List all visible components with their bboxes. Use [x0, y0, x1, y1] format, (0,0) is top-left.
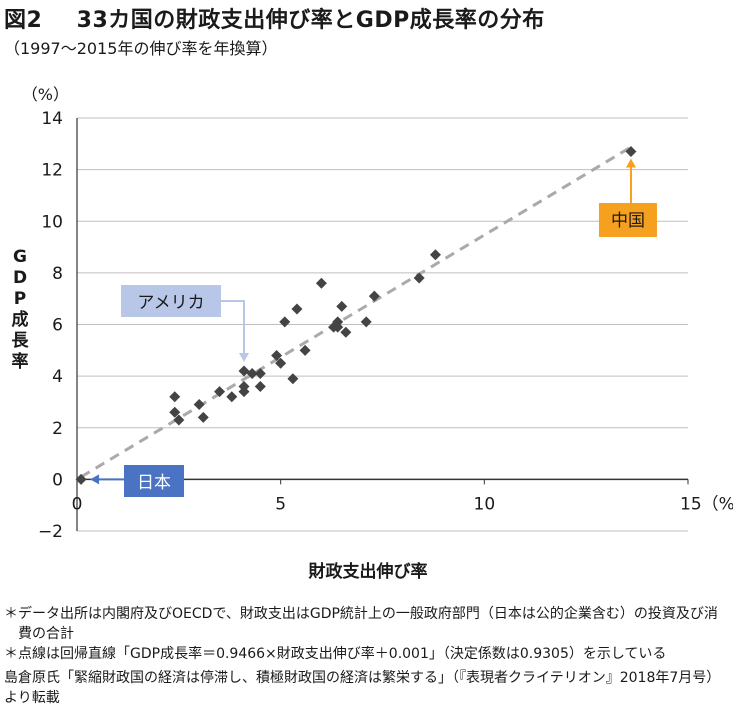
data-point [340, 326, 352, 338]
data-point [197, 411, 209, 423]
data-point [169, 406, 181, 418]
title-text: 33カ国の財政支出伸び率とGDP成長率の分布 [76, 8, 545, 33]
data-point [279, 316, 291, 328]
data-point [360, 316, 372, 328]
y-tick-label: 14 [41, 109, 63, 129]
annotation-arrow-usa [221, 300, 246, 355]
grid-layer [77, 117, 688, 532]
x-tick-label: 0 [72, 494, 83, 514]
note-text: データ出所は内閣府及びOECDで、財政支出はGDP統計上の一般政府部門（日本は公… [18, 606, 718, 642]
arrowhead-icon [90, 474, 100, 485]
data-point [173, 414, 185, 426]
annotation-label-japan: 日本 [137, 473, 171, 493]
y-tick-label: 12 [41, 161, 63, 181]
source-credit: 島倉原氏「緊縮財政国の経済は停滞し、積極財政国の経済は繁栄する」（『表現者クライ… [4, 670, 721, 706]
data-point [287, 373, 299, 385]
note-text: 点線は回帰直線「GDP成長率＝0.9466×財政支出伸び率＋0.001」（決定係… [18, 646, 667, 662]
annotation-label-china: 中国 [611, 211, 645, 231]
x-tick-label: 5 [275, 494, 286, 514]
data-point [275, 357, 287, 369]
y-tick-label: −2 [38, 522, 63, 542]
data-point [299, 344, 311, 356]
data-point [254, 368, 266, 380]
chart-title: 図2 33カ国の財政支出伸び率とGDP成長率の分布 [4, 2, 545, 34]
y-tick-label: 0 [52, 470, 63, 490]
note-mark: ＊ [4, 646, 18, 662]
figure-label: 図2 [4, 8, 43, 33]
data-point [214, 386, 226, 398]
arrowhead-icon [239, 352, 250, 362]
data-point [625, 146, 637, 158]
data-point [226, 391, 238, 403]
y-tick-label: 10 [41, 212, 63, 232]
data-point [332, 321, 344, 333]
data-point [254, 380, 266, 392]
note-item: ＊ データ出所は内閣府及びOECDで、財政支出はGDP統計上の一般政府部門（日本… [4, 604, 729, 644]
data-point [271, 349, 283, 361]
annotation-box-usa [121, 285, 221, 317]
y-unit-label: （%） [22, 85, 69, 104]
x-unit-label: 15（%） [680, 494, 733, 514]
data-point [75, 473, 87, 485]
axis-layer: −2 0 2 4 6 8 10 12 14 0 5 10 15（%） （%） [22, 85, 733, 542]
y-tick-label: 6 [52, 316, 63, 336]
data-point [315, 277, 327, 289]
data-point [291, 303, 303, 315]
data-point [238, 365, 250, 377]
data-point [238, 380, 250, 392]
data-point [429, 249, 441, 261]
axis-label-layer: 財政支出伸び率 G D P 成長率 [12, 247, 428, 582]
x-tick-label: 10 [474, 494, 496, 514]
notes: ＊ データ出所は内閣府及びOECDで、財政支出はGDP統計上の一般政府部門（日本… [4, 604, 729, 664]
y-axis-title: G D P 成長率 [12, 247, 30, 372]
x-axis-title: 財政支出伸び率 [308, 561, 428, 582]
data-point [246, 368, 258, 380]
annotation-label-usa: アメリカ [137, 293, 204, 313]
data-point [413, 272, 425, 284]
data-point [336, 300, 348, 312]
data-point [193, 399, 205, 411]
regression-line [80, 145, 632, 479]
annotation-box-china [598, 203, 657, 237]
annotation-box-japan [124, 465, 184, 497]
note-mark: ＊ [4, 606, 18, 622]
note-item: ＊ 点線は回帰直線「GDP成長率＝0.9466×財政支出伸び率＋0.001」（決… [4, 644, 729, 664]
arrowhead-icon [625, 158, 636, 168]
chart-subtitle: （1997〜2015年の伸び率を年換算） [4, 39, 278, 58]
y-tick-label: 2 [52, 419, 63, 439]
y-tick-label: 4 [52, 367, 63, 387]
data-point [169, 391, 181, 403]
point-layer [75, 146, 637, 485]
data-point [368, 290, 380, 302]
y-tick-label: 8 [52, 264, 63, 284]
regression-layer [80, 145, 632, 479]
